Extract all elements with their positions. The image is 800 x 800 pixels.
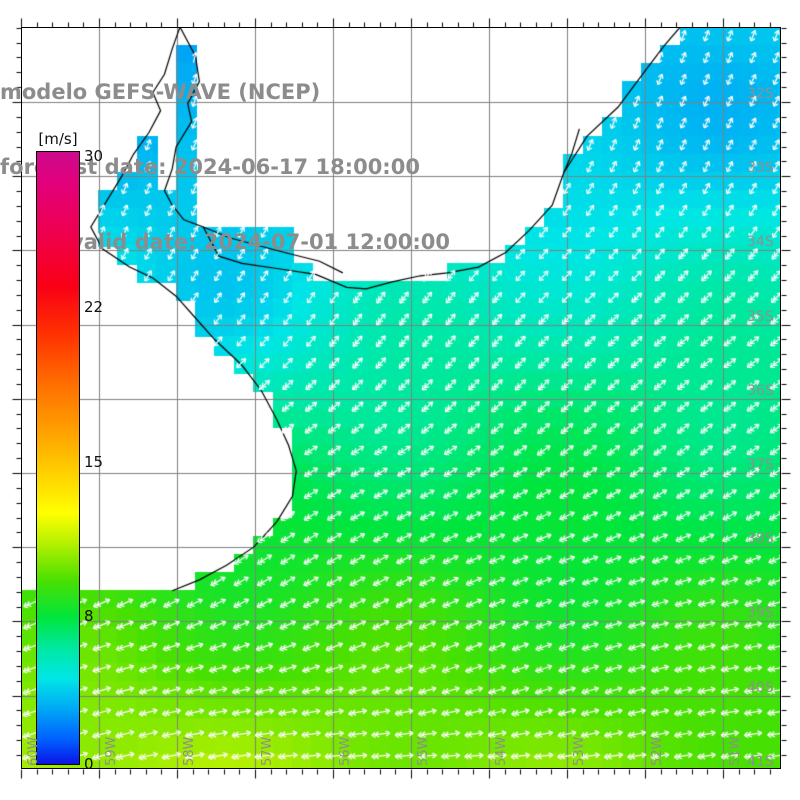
model-title: modelo GEFS-WAVE (NCEP) xyxy=(0,80,321,104)
colorbar-gradient xyxy=(36,151,80,765)
lon-label-57W: 57W xyxy=(260,736,275,766)
lat-label-33S: 33S xyxy=(747,160,774,177)
valid-date-label: valid date: 2024-07-01 12:00:00 xyxy=(70,230,450,254)
lon-label-52W: 52W xyxy=(650,736,665,766)
forecast-date-label: forecast date: 2024-06-17 18:00:00 xyxy=(0,155,420,179)
colorbar-tick-30: 30 xyxy=(84,147,104,165)
colorbar-tick-0: 0 xyxy=(84,755,94,773)
lat-label-34S: 34S xyxy=(747,234,774,251)
lat-label-32S: 32S xyxy=(747,86,774,102)
lat-label-40S: 40S xyxy=(747,679,774,696)
lon-label-60W: 60W xyxy=(26,736,41,766)
lon-label-59W: 59W xyxy=(104,736,119,766)
lon-label-53W: 53W xyxy=(572,736,587,766)
lon-label-55W: 55W xyxy=(416,736,431,766)
lat-label-35S: 35S xyxy=(747,308,774,325)
colorbar-unit-label: [m/s] xyxy=(38,130,78,148)
lat-label-41S: 41S xyxy=(747,753,774,770)
lat-label-38S: 38S xyxy=(747,531,774,548)
colorbar xyxy=(36,151,80,765)
lon-label-56W: 56W xyxy=(338,736,353,766)
lat-label-37S: 37S xyxy=(747,457,774,473)
lat-label-39S: 39S xyxy=(747,605,774,622)
colorbar-tick-8: 8 xyxy=(84,607,94,625)
colorbar-tick-15: 15 xyxy=(84,453,104,471)
lat-label-36S: 36S xyxy=(747,382,774,399)
colorbar-tick-22: 22 xyxy=(84,298,104,316)
lon-label-54W: 54W xyxy=(494,736,509,766)
title-block: modelo GEFS-WAVE (NCEP) forecast date: 2… xyxy=(0,30,520,305)
lon-label-51W: 51W xyxy=(728,736,743,766)
lon-label-58W: 58W xyxy=(182,736,197,766)
